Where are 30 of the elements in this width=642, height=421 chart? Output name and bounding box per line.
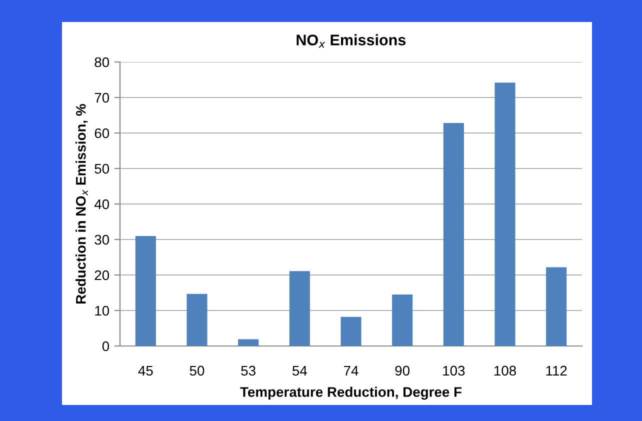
bar <box>546 267 567 346</box>
y-tick-label: 20 <box>94 270 110 280</box>
y-tick-label: 80 <box>94 57 110 68</box>
y-tick-label: 60 <box>94 128 110 138</box>
y-axis-title: Reduction in NO$_{x}$ Emission, % <box>76 104 88 304</box>
x-tick-label: 103 <box>443 366 465 376</box>
y-tick-label: 40 <box>94 199 110 210</box>
x-tick-label: 50 <box>190 366 204 376</box>
x-tick-label: 53 <box>241 366 256 376</box>
bar <box>289 271 310 346</box>
x-tick-label: 74 <box>344 366 358 376</box>
chart-title: NO$_{x}$ Emissions <box>296 34 406 48</box>
bar <box>340 316 362 346</box>
x-tick-label: 112 <box>546 366 567 376</box>
x-tick-label: 108 <box>494 366 516 376</box>
bar <box>135 236 156 346</box>
y-tick-label: 70 <box>94 92 110 103</box>
bar <box>443 123 464 346</box>
bar <box>392 294 413 346</box>
x-tick-label: 54 <box>292 366 307 376</box>
y-tick-label: 50 <box>94 164 110 174</box>
y-tick-label: 10 <box>95 306 110 316</box>
y-tick-label: 30 <box>94 234 110 245</box>
x-tick-label: 45 <box>138 366 153 376</box>
x-tick-label: 90 <box>395 366 410 376</box>
bar <box>186 294 208 346</box>
bar <box>238 339 259 346</box>
bar <box>494 82 516 346</box>
x-axis-title: Temperature Reduction, Degree F <box>240 386 462 400</box>
y-tick-label: 0 <box>102 341 110 352</box>
